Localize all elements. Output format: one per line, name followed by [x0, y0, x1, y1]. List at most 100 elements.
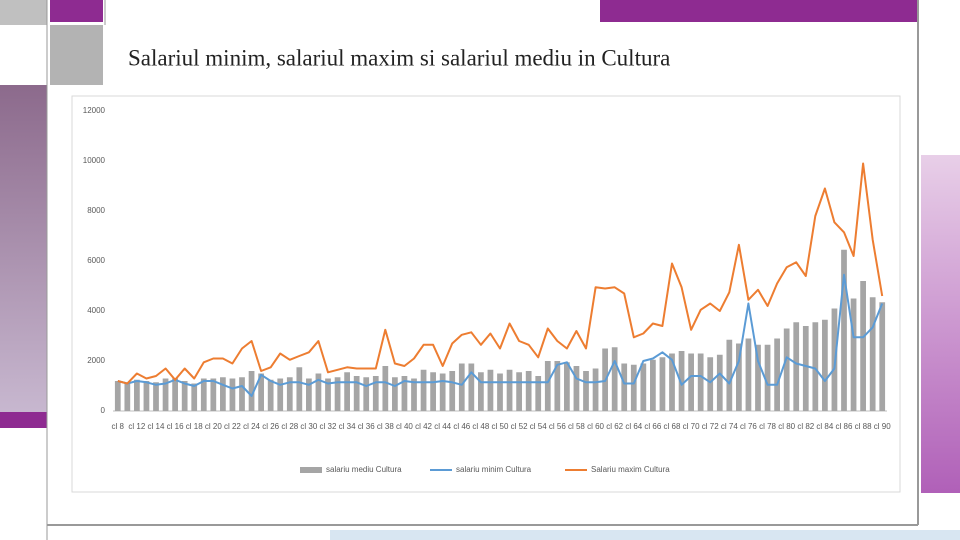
- y-tick-label: 8000: [87, 206, 105, 215]
- x-tick-label: cl 38: [377, 422, 394, 431]
- bar: [544, 361, 551, 411]
- bar: [449, 371, 456, 411]
- bar: [774, 338, 780, 411]
- bar: [697, 353, 704, 411]
- x-tick-label: cl 82: [797, 422, 814, 431]
- x-tick-label: cl 86: [836, 422, 853, 431]
- legend-label: salariu minim Cultura: [456, 465, 532, 474]
- bar: [420, 369, 427, 411]
- bar: [153, 382, 159, 411]
- bar: [573, 366, 580, 411]
- bar: [296, 367, 303, 411]
- bar: [191, 383, 198, 411]
- deco: [50, 0, 103, 22]
- bar: [621, 363, 628, 411]
- y-tick-label: 4000: [87, 306, 105, 315]
- y-tick-label: 6000: [87, 256, 105, 265]
- deco: [0, 412, 47, 428]
- x-tick-label: cl 46: [453, 422, 470, 431]
- bar: [239, 377, 245, 411]
- bar: [592, 368, 599, 411]
- bar: [497, 373, 503, 411]
- bar: [716, 354, 723, 411]
- y-tick-label: 12000: [83, 106, 106, 115]
- x-tick-label: cl 16: [167, 422, 184, 431]
- bar: [392, 377, 398, 411]
- bar: [640, 363, 647, 411]
- legend-label: salariu mediu Cultura: [326, 465, 402, 474]
- x-tick-label: cl 42: [415, 422, 432, 431]
- x-tick-label: cl 40: [396, 422, 413, 431]
- x-tick-label: cl 80: [778, 422, 795, 431]
- bar: [850, 298, 857, 411]
- bar: [124, 383, 131, 411]
- deco: [600, 0, 918, 22]
- x-tick-label: cl 70: [683, 422, 700, 431]
- bar: [841, 249, 847, 411]
- y-tick-label: 10000: [83, 156, 106, 165]
- bar: [535, 376, 542, 411]
- bar: [325, 378, 331, 411]
- bar: [669, 353, 675, 411]
- x-tick-label: cl 58: [568, 422, 585, 431]
- deco: [0, 0, 47, 25]
- bar: [353, 376, 360, 411]
- bar: [659, 357, 666, 411]
- bar: [793, 322, 800, 411]
- bar: [525, 371, 532, 411]
- bar: [745, 338, 752, 411]
- x-tick-label: cl 12: [128, 422, 145, 431]
- line: [117, 273, 884, 397]
- bar: [650, 359, 656, 411]
- x-tick-label: cl 76: [740, 422, 757, 431]
- x-tick-label: cl 52: [511, 422, 528, 431]
- y-tick-label: 2000: [87, 356, 105, 365]
- bar: [229, 378, 236, 411]
- x-tick-label: cl 26: [262, 422, 279, 431]
- x-tick-label: cl 36: [358, 422, 375, 431]
- deco: [0, 85, 47, 415]
- x-tick-label: cl 18: [186, 422, 203, 431]
- bar: [554, 361, 561, 411]
- x-tick-label: cl 72: [702, 422, 719, 431]
- bar: [822, 319, 828, 411]
- x-tick-label: cl 90: [874, 422, 891, 431]
- x-tick-label: cl 66: [644, 422, 661, 431]
- x-tick-label: cl 34: [339, 422, 356, 431]
- bar: [583, 371, 589, 411]
- bar: [372, 376, 379, 411]
- bar: [726, 339, 733, 411]
- bar: [172, 378, 178, 411]
- deco: [921, 155, 960, 493]
- bar: [382, 366, 389, 411]
- y-tick-label: 0: [101, 406, 106, 415]
- bar: [879, 302, 886, 411]
- bar: [764, 344, 771, 411]
- bar: [478, 372, 484, 411]
- x-tick-label: cl 50: [492, 422, 509, 431]
- bar: [564, 362, 570, 411]
- bar: [267, 379, 274, 411]
- bar: [277, 378, 284, 411]
- bar: [162, 378, 169, 411]
- x-tick-label: cl 28: [281, 422, 298, 431]
- x-tick-label: cl 22: [224, 422, 241, 431]
- bar: [707, 357, 714, 411]
- x-tick-label: cl 74: [721, 422, 738, 431]
- bar: [181, 381, 188, 411]
- legend-label: Salariu maxim Cultura: [591, 465, 670, 474]
- x-tick-label: cl 44: [434, 422, 451, 431]
- x-tick-label: cl 20: [205, 422, 222, 431]
- bar: [736, 343, 742, 411]
- bar: [258, 373, 264, 411]
- bar: [401, 376, 408, 411]
- bar: [306, 378, 312, 411]
- bar: [430, 372, 436, 411]
- bar: [200, 378, 207, 411]
- legend-swatch: [300, 467, 322, 473]
- bar: [439, 373, 446, 411]
- bar: [869, 297, 876, 411]
- x-tick-label: cl 48: [472, 422, 489, 431]
- x-tick-label: cl 8: [112, 422, 125, 431]
